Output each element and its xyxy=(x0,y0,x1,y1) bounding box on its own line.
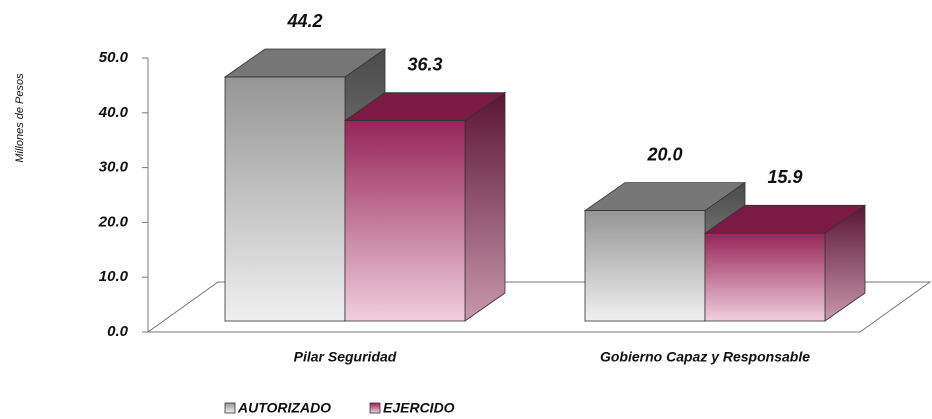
value-label: 15.9 xyxy=(767,167,802,187)
y-tick-label: 10.0 xyxy=(99,268,129,285)
legend-label: EJERCIDO xyxy=(383,400,455,416)
bar xyxy=(344,120,466,322)
legend-label: AUTORIZADO xyxy=(237,400,331,416)
legend-swatch xyxy=(369,402,381,414)
bar xyxy=(584,210,706,322)
x-tick-label: Pilar Seguridad xyxy=(294,349,397,365)
bar xyxy=(224,76,346,322)
bar-side xyxy=(464,91,506,322)
value-label: 20.0 xyxy=(646,144,682,164)
y-axis-label: Millones de Pesos xyxy=(14,73,26,163)
floor xyxy=(146,281,932,333)
value-label: 44.2 xyxy=(286,11,322,31)
bar xyxy=(704,232,826,322)
y-tick-label: 40.0 xyxy=(98,104,129,121)
y-tick-label: 30.0 xyxy=(99,159,129,176)
value-label: 36.3 xyxy=(407,54,442,74)
y-tick-label: 50.0 xyxy=(99,49,129,66)
legend-swatch xyxy=(224,402,236,414)
y-tick-label: 0.0 xyxy=(107,323,129,340)
x-tick-label: Gobierno Capaz y Responsable xyxy=(600,349,810,365)
y-tick-label: 20.0 xyxy=(98,213,129,230)
